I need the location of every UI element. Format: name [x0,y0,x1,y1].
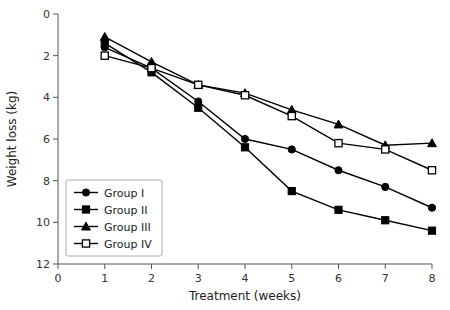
data-point [194,80,203,88]
x-tick [245,264,246,269]
data-point [335,206,342,213]
y-tick-label: 2 [43,50,50,63]
data-point [100,33,109,41]
y-tick [53,139,58,140]
data-point [288,146,295,153]
data-point [288,187,295,194]
chart: 012345678024681012Treatment (weeks)Weigh… [0,0,450,310]
x-tick [151,264,152,269]
y-tick [53,264,58,265]
legend-marker [82,206,89,213]
data-point [382,146,389,153]
legend-marker [82,240,89,247]
x-tick [432,264,433,269]
data-point [382,217,389,224]
x-tick-label: 0 [55,272,62,285]
legend-marker [82,222,91,230]
x-tick [338,264,339,269]
x-tick-label: 6 [335,272,342,285]
data-point [288,112,295,119]
x-tick-label: 5 [288,272,295,285]
data-point [241,144,248,151]
data-point [101,52,108,59]
y-tick [53,14,58,15]
x-tick-label: 1 [101,272,108,285]
series-line [105,56,432,171]
x-tick-label: 3 [195,272,202,285]
y-tick-label: 4 [43,91,50,104]
data-point [428,139,437,147]
x-tick [58,264,59,269]
y-tick-label: 0 [43,8,50,21]
data-point [428,227,435,234]
data-point [428,167,435,174]
x-tick [385,264,386,269]
legend-label: Group I [104,187,144,200]
y-tick-label: 8 [43,175,50,188]
x-tick [291,264,292,269]
y-tick-label: 10 [36,216,50,229]
y-tick-label: 12 [36,258,50,271]
data-point [195,104,202,111]
y-tick-label: 6 [43,133,50,146]
data-point [148,65,155,72]
legend: Group I Group II Group III Group IV [66,180,162,256]
x-tick-label: 8 [429,272,436,285]
data-point [241,92,248,99]
data-point [195,81,202,88]
data-point [428,204,435,211]
x-tick [104,264,105,269]
data-point [148,65,155,72]
data-point [335,167,342,174]
y-tick [53,180,58,181]
x-tick-label: 2 [148,272,155,285]
data-point [334,120,343,128]
data-point [241,135,248,142]
legend-label: Group III [104,221,151,234]
legend-label: Group IV [104,238,152,251]
series-line [105,37,432,145]
legend-label: Group II [104,204,147,217]
data-point [382,183,389,190]
y-tick [53,222,58,223]
x-tick [198,264,199,269]
x-tick-label: 4 [242,272,249,285]
x-tick-label: 7 [382,272,389,285]
y-tick [53,55,58,56]
x-axis-label: Treatment (weeks) [188,289,301,303]
y-axis-label: Weight loss (kg) [5,91,19,188]
data-point [335,140,342,147]
y-tick [53,97,58,98]
legend-frame [66,180,162,256]
legend-marker [82,189,89,196]
